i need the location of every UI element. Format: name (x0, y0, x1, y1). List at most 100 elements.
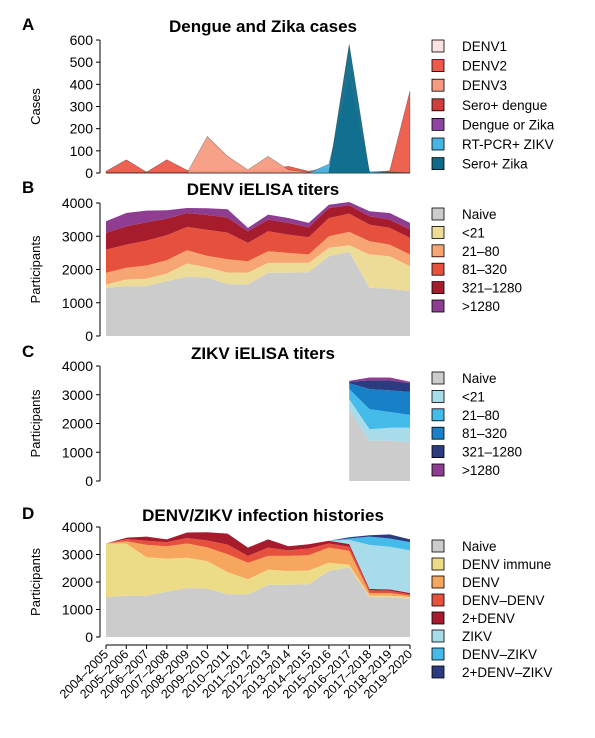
legend-label: Naive (462, 207, 497, 222)
y-tick-label: 200 (70, 121, 94, 137)
legend-swatch (431, 225, 445, 239)
legend-swatch (431, 575, 445, 589)
legend-swatch (431, 463, 445, 477)
y-axis-label: Participants (28, 389, 43, 457)
legend-label: Naive (462, 539, 497, 554)
panel-title: Dengue and Zika cases (169, 17, 357, 36)
panel-title: DENV iELISA titers (187, 180, 339, 199)
legend-label: DENV–DENV (462, 593, 545, 608)
area-series-2 (106, 231, 410, 285)
legend-swatch (431, 281, 445, 295)
legend-swatch (431, 629, 445, 643)
area-series-2 (106, 541, 410, 598)
y-tick-label: 3000 (62, 547, 93, 563)
area-series-4 (106, 205, 410, 250)
legend-swatch (431, 647, 445, 661)
y-tick-label: 4000 (62, 195, 93, 211)
legend-swatch (431, 408, 445, 422)
y-tick-label: 600 (70, 32, 94, 48)
legend-swatch (431, 157, 445, 171)
legend-swatch (431, 59, 445, 72)
legend-swatch (431, 371, 445, 385)
legend-label: Dengue or Zika (462, 117, 555, 132)
legend-label: DENV1 (462, 39, 507, 54)
legend-swatch (431, 244, 445, 258)
y-axis-label: Cases (28, 88, 43, 125)
y-axis-label: Participants (28, 548, 43, 616)
y-tick-label: 2000 (62, 416, 93, 432)
y-tick-label: 400 (70, 76, 94, 92)
legend-label: 81–320 (462, 262, 507, 277)
legend-label: >1280 (462, 463, 500, 478)
y-tick-label: 300 (70, 99, 94, 115)
y-axis-label: Participants (28, 235, 43, 303)
panel-letter: C (22, 342, 34, 361)
legend-label: 321–1280 (462, 445, 522, 460)
legend-swatch (431, 445, 445, 459)
y-tick-label: 0 (85, 328, 93, 344)
panel-title: ZIKV iELISA titers (191, 344, 335, 363)
y-tick-label: 2000 (62, 574, 93, 590)
legend-swatch (431, 39, 445, 53)
legend-label: 2+DENV (462, 611, 515, 626)
panel-c: C ZIKV iELISA titers Participants 0 1000 2000… (22, 342, 522, 489)
y-tick-label: 0 (85, 473, 93, 489)
area-series-0 (106, 251, 410, 336)
panel-d: D DENV/ZIKV infection histories Participan… (22, 504, 552, 680)
legend-label: 81–320 (462, 426, 507, 441)
y-tick-label: 3000 (62, 387, 93, 403)
legend-label: >1280 (462, 299, 500, 314)
legend-label: <21 (462, 389, 485, 404)
legend-swatch (431, 262, 445, 276)
legend-swatch (431, 611, 445, 625)
legend-swatch (431, 137, 445, 151)
area-series-4 (349, 380, 410, 392)
y-tick-label: 100 (70, 143, 94, 159)
legend-swatch (431, 557, 445, 571)
y-tick-label: 4000 (62, 519, 93, 535)
area-series-1 (106, 543, 410, 599)
area-series-0 (106, 567, 410, 637)
legend-label: DENV2 (462, 59, 507, 74)
x-axis: 2004–20052005–20062006–20072007–20082008… (57, 644, 415, 701)
y-tick-label: 4000 (62, 358, 93, 374)
area-series-2 (106, 135, 410, 174)
y-tick-label: 1000 (62, 295, 93, 311)
area-series-3 (349, 383, 410, 415)
legend-swatch (431, 207, 445, 221)
y-tick-label: 0 (85, 165, 93, 181)
legend-label: DENV3 (462, 78, 507, 93)
area-series-1 (106, 245, 410, 292)
area-series-4 (106, 532, 410, 595)
legend-swatch (431, 389, 445, 403)
legend-label: 21–80 (462, 408, 500, 423)
y-tick-label: 1000 (62, 444, 93, 460)
legend-swatch (431, 426, 445, 440)
y-tick-label: 1000 (62, 602, 93, 618)
panel-b: B DENV iELISA titers Participants 0 1000 2000… (22, 178, 522, 344)
panel-a: A Dengue and Zika cases Cases 0 100 200 300 400… (22, 15, 555, 181)
legend-swatch (431, 118, 445, 131)
panel-letter: A (22, 15, 34, 34)
legend-swatch (431, 78, 445, 92)
panel-letter: B (22, 178, 34, 197)
legend-label: Sero+ Zika (462, 157, 528, 172)
legend-label: <21 (462, 225, 485, 240)
area-series-1 (349, 399, 410, 443)
area-series-2 (349, 389, 410, 430)
legend-label: 321–1280 (462, 281, 522, 296)
legend-label: ZIKV (462, 629, 492, 644)
legend-label: Naive (462, 371, 497, 386)
area-series-3 (106, 213, 410, 273)
y-tick-label: 2000 (62, 262, 93, 278)
panel-title: DENV/ZIKV infection histories (142, 506, 384, 525)
area-series-6 (106, 44, 410, 174)
area-series-5 (106, 532, 410, 593)
legend-label: RT-PCR+ ZIKV (462, 137, 554, 152)
y-tick-label: 3000 (62, 228, 93, 244)
y-tick-label: 0 (85, 629, 93, 645)
legend-label: DENV (462, 575, 500, 590)
legend-label: Sero+ dengue (462, 98, 547, 113)
legend-swatch (431, 299, 445, 313)
